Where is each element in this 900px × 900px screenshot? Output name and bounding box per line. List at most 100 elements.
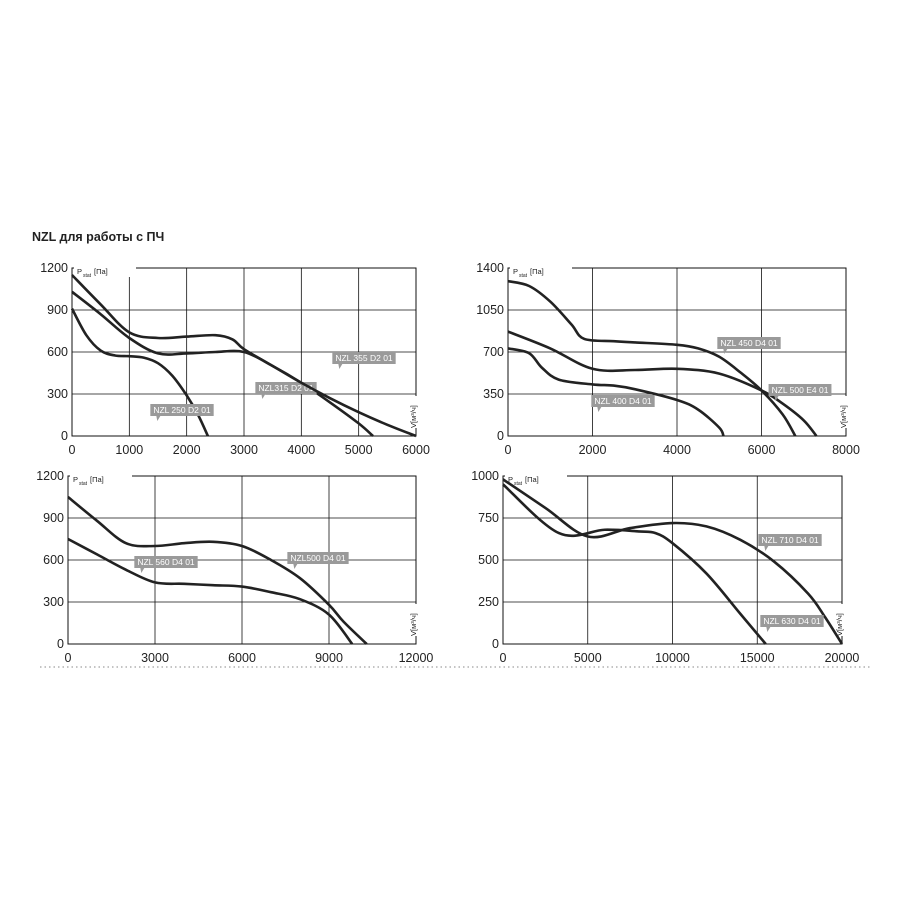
series-label-bg (768, 384, 832, 396)
curve (507, 347, 725, 437)
series-label: NZL 560 D4 01 (137, 557, 195, 567)
y-tick-label: 600 (43, 553, 64, 567)
axis-label-bg (505, 475, 567, 485)
x-tick-label: 10000 (655, 651, 690, 665)
x-tick-label: 12000 (399, 651, 434, 665)
x-tick-label: 0 (65, 651, 72, 665)
series-label-pointer (774, 396, 779, 401)
y-axis-unit: [Па] (525, 475, 539, 484)
axis-label-bg (408, 604, 418, 636)
axis-label-bg (510, 267, 572, 277)
x-tick-label: 0 (505, 443, 512, 457)
plot-frame (502, 475, 843, 645)
y-axis-unit: [Па] (530, 267, 544, 276)
x-tick-label: 3000 (230, 443, 258, 457)
x-tick-label: 20000 (825, 651, 860, 665)
y-tick-label: 300 (43, 595, 64, 609)
axis-label-bg (74, 267, 136, 277)
x-tick-label: 6000 (402, 443, 430, 457)
series-label-pointer (140, 568, 145, 573)
series-label-pointer (261, 394, 266, 399)
series-label-pointer (597, 407, 602, 412)
y-axis-subscript: stat (514, 481, 523, 487)
y-tick-label: 0 (61, 429, 68, 443)
y-axis-unit: [Па] (94, 267, 108, 276)
x-tick-label: 0 (69, 443, 76, 457)
series-label-pointer (723, 349, 728, 354)
y-tick-label: 750 (478, 511, 499, 525)
page-title: NZL для работы с ПЧ (32, 230, 164, 244)
x-tick-label: 6000 (748, 443, 776, 457)
y-tick-label: 350 (483, 387, 504, 401)
series-label-bg (717, 337, 781, 349)
plot-frame (71, 267, 417, 437)
series-label: NZL315 D2 01 (258, 383, 314, 393)
x-axis-label: V[м³/ч] (409, 613, 418, 636)
x-tick-label: 0 (500, 651, 507, 665)
x-tick-label: 1000 (115, 443, 143, 457)
series-label-bg (134, 556, 198, 568)
y-tick-label: 1000 (471, 469, 499, 483)
plot-frame (507, 267, 847, 437)
x-tick-label: 5000 (345, 443, 373, 457)
x-axis-label: V[м³/ч] (409, 405, 418, 428)
plot-frame (67, 475, 417, 645)
series-label-pointer (764, 546, 769, 551)
series-label: NZL 400 D4 01 (594, 396, 652, 406)
y-tick-label: 500 (478, 553, 499, 567)
series-label-bg (150, 404, 214, 416)
series-label-pointer (156, 416, 161, 421)
y-axis-symbol: P (77, 267, 82, 276)
y-axis-symbol: P (513, 267, 518, 276)
y-tick-label: 900 (47, 303, 68, 317)
y-axis-symbol: P (73, 475, 78, 484)
y-tick-label: 1400 (476, 261, 504, 275)
axis-label-bg (70, 475, 132, 485)
curve (70, 307, 210, 437)
x-tick-label: 4000 (287, 443, 315, 457)
series-label-pointer (293, 564, 298, 569)
x-tick-label: 8000 (832, 443, 860, 457)
axis-label-bg (408, 396, 418, 428)
x-tick-label: 15000 (740, 651, 775, 665)
y-axis-unit: [Па] (90, 475, 104, 484)
x-tick-label: 4000 (663, 443, 691, 457)
x-tick-label: 2000 (579, 443, 607, 457)
series-label: NZL 710 D4 01 (761, 535, 819, 545)
x-tick-label: 3000 (141, 651, 169, 665)
y-tick-label: 900 (43, 511, 64, 525)
y-tick-label: 600 (47, 345, 68, 359)
y-axis-subscript: stat (79, 481, 88, 487)
x-tick-label: 2000 (173, 443, 201, 457)
y-tick-label: 0 (57, 637, 64, 651)
series-label: NZL 250 D2 01 (153, 405, 211, 415)
curve (502, 483, 767, 645)
series-label: NZL 630 D4 01 (763, 616, 821, 626)
axis-label-bg (838, 396, 848, 428)
y-axis-subscript: stat (83, 273, 92, 279)
series-label-bg (760, 615, 824, 627)
x-tick-label: 9000 (315, 651, 343, 665)
x-tick-label: 5000 (574, 651, 602, 665)
x-axis-label: V[м³/ч] (835, 613, 844, 636)
series-label-bg (287, 552, 349, 564)
series-label-pointer (766, 627, 771, 632)
y-axis-symbol: P (508, 475, 513, 484)
curve (507, 330, 818, 437)
axis-label-bg (834, 604, 844, 636)
curve (71, 274, 417, 438)
y-tick-label: 1050 (476, 303, 504, 317)
curve (67, 495, 368, 645)
series-label-bg (591, 395, 655, 407)
series-label: NZL 355 D2 01 (335, 353, 393, 363)
curve (502, 478, 844, 645)
series-label-pointer (338, 364, 343, 369)
y-tick-label: 1200 (40, 261, 68, 275)
series-label-bg (255, 382, 317, 394)
y-tick-label: 300 (47, 387, 68, 401)
y-tick-label: 700 (483, 345, 504, 359)
x-tick-label: 6000 (228, 651, 256, 665)
series-label: NZL500 D4 01 (290, 553, 346, 563)
